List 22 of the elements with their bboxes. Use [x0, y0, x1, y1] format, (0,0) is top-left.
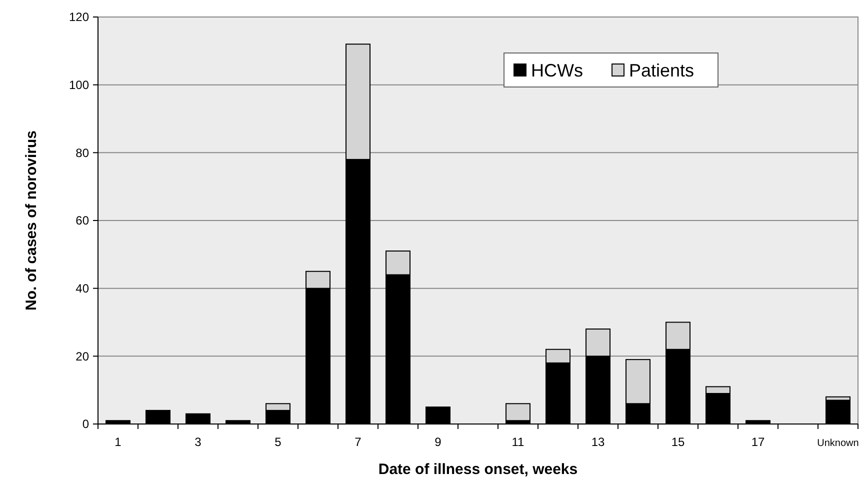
y-tick-label: 100 — [68, 78, 90, 92]
x-tick-label: 1 — [114, 435, 122, 449]
x-tick-label: 11 — [512, 435, 525, 449]
x-axis-title: Date of illness onset, weeks — [378, 461, 578, 478]
bar — [506, 403, 530, 422]
y-tick-label: 40 — [76, 282, 90, 296]
x-tick-label: 13 — [591, 435, 605, 449]
y-axis-title: No. of cases of norovirus — [23, 130, 40, 311]
x-tick-label: 17 — [751, 435, 765, 449]
x-tick-label: 9 — [434, 435, 442, 449]
y-tick-label: 80 — [76, 146, 90, 160]
legend-label: HCWs — [531, 60, 583, 80]
x-tick-label: Unknown — [817, 438, 859, 449]
y-tick-label: 60 — [76, 214, 90, 228]
x-tick-label: 15 — [671, 435, 685, 449]
x-tick-label: 5 — [274, 435, 282, 449]
y-tick-label: 120 — [68, 10, 90, 24]
x-tick-label: 3 — [194, 435, 202, 449]
x-tick-label: 7 — [354, 435, 362, 449]
y-tick-label: 20 — [76, 349, 90, 364]
legend-label: Patients — [629, 60, 694, 80]
y-tick-label: 0 — [82, 417, 90, 432]
